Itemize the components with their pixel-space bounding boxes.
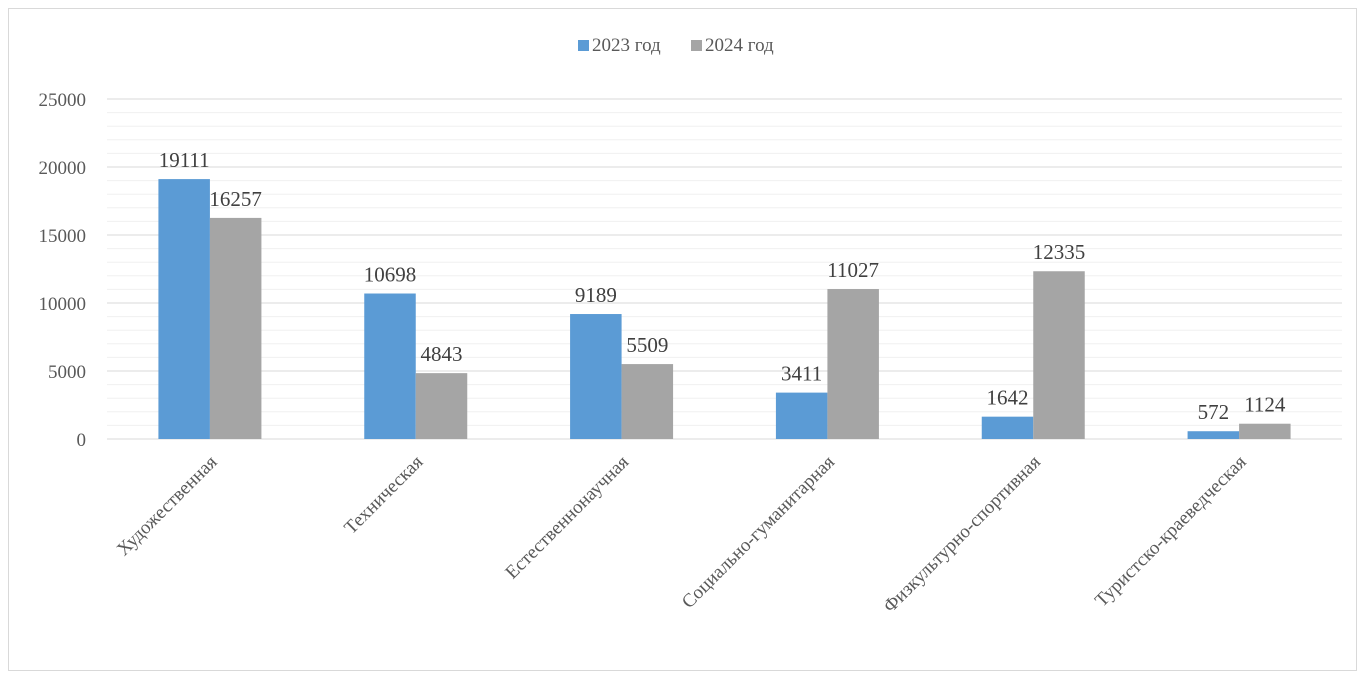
bar bbox=[1033, 271, 1085, 439]
bar bbox=[621, 364, 674, 439]
data-label: 16257 bbox=[209, 187, 262, 211]
data-label: 4843 bbox=[421, 342, 463, 366]
x-tick-label: Физкультурно-спортивная bbox=[879, 452, 1045, 618]
data-label: 3411 bbox=[781, 362, 822, 386]
y-tick-label: 10000 bbox=[39, 294, 87, 315]
y-tick-label: 5000 bbox=[48, 362, 86, 383]
data-label: 1124 bbox=[1244, 393, 1286, 417]
legend-swatch bbox=[691, 40, 702, 51]
bar bbox=[827, 289, 879, 439]
legend-swatch bbox=[578, 40, 589, 51]
y-tick-label: 25000 bbox=[39, 90, 87, 111]
x-tick-label: Естественнонаучная bbox=[501, 452, 633, 584]
data-labels: 19111 16257 10698 4843 9189 5509 3411 11027 1642… bbox=[159, 148, 1286, 424]
legend: 2023 год 2024 год bbox=[578, 35, 774, 56]
x-tick-label: Техническая bbox=[340, 452, 427, 539]
bar bbox=[1187, 431, 1240, 439]
bar bbox=[570, 314, 622, 439]
bar bbox=[1239, 423, 1291, 439]
x-tick-label: Художественная bbox=[113, 452, 222, 561]
data-label: 572 bbox=[1198, 400, 1230, 424]
bar bbox=[158, 179, 210, 439]
bars bbox=[158, 179, 1291, 439]
x-tick-label: Социально-гуманитарная bbox=[678, 452, 839, 613]
data-label: 10698 bbox=[364, 263, 417, 287]
y-tick-label: 0 bbox=[77, 430, 87, 451]
bar bbox=[364, 293, 416, 439]
bar bbox=[209, 217, 262, 439]
legend-entry: 2023 год bbox=[592, 35, 661, 56]
bar bbox=[775, 392, 828, 439]
legend-entry: 2024 год bbox=[705, 35, 774, 56]
bar bbox=[981, 416, 1034, 439]
gridlines bbox=[107, 98, 1342, 426]
data-label: 19111 bbox=[159, 148, 210, 172]
data-label: 9189 bbox=[575, 283, 617, 307]
y-tick-label: 20000 bbox=[39, 158, 87, 179]
x-tick-label: Туристско-краеведческая bbox=[1091, 452, 1251, 612]
data-label: 5509 bbox=[626, 333, 668, 357]
data-label: 12335 bbox=[1033, 240, 1086, 264]
data-label: 1642 bbox=[987, 386, 1029, 410]
y-tick-label: 15000 bbox=[39, 226, 87, 247]
bar bbox=[415, 373, 468, 439]
data-label: 11027 bbox=[827, 258, 879, 282]
